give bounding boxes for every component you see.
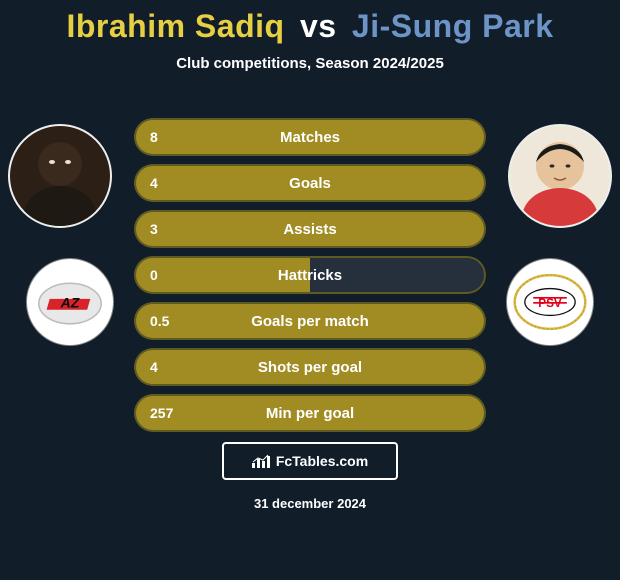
stats-column: 8 Matches 4 Goals 3 Assists 0 Hattricks 0.5 Goals…	[134, 118, 486, 440]
bar-chart-icon	[252, 454, 270, 468]
stat-value-left: 4	[150, 175, 158, 191]
footer-date: 31 december 2024	[254, 496, 366, 511]
title-player1: Ibrahim Sadiq	[66, 8, 284, 44]
stat-value-left: 0.5	[150, 313, 169, 329]
person-icon	[10, 126, 110, 226]
stat-label: Min per goal	[266, 405, 354, 422]
stat-row: 257 Min per goal	[134, 394, 486, 432]
club-logo-psv: PSV	[508, 260, 592, 344]
stat-row: 4 Shots per goal	[134, 348, 486, 386]
stat-label: Goals	[289, 175, 331, 192]
stat-row: 8 Matches	[134, 118, 486, 156]
player1-avatar	[8, 124, 112, 228]
stat-value-left: 0	[150, 267, 158, 283]
stat-row: 0.5 Goals per match	[134, 302, 486, 340]
title-vs: vs	[300, 8, 337, 44]
stat-row: 3 Assists	[134, 210, 486, 248]
footer-brand-badge: FcTables.com	[222, 442, 398, 480]
club-right-text: PSV	[538, 297, 562, 310]
club-left-text: AZ	[60, 294, 80, 310]
stat-label: Assists	[283, 221, 336, 238]
club-logo-az: AZ	[31, 263, 109, 341]
stat-label: Goals per match	[251, 313, 369, 330]
stat-row: 4 Goals	[134, 164, 486, 202]
comparison-card: Ibrahim Sadiq vs Ji-Sung Park Club compe…	[0, 0, 620, 580]
title-player2: Ji-Sung Park	[352, 8, 554, 44]
player2-club-badge: PSV	[506, 258, 594, 346]
subtitle: Club competitions, Season 2024/2025	[0, 55, 620, 72]
stat-row: 0 Hattricks	[134, 256, 486, 294]
player1-club-badge: AZ	[26, 258, 114, 346]
stat-label: Matches	[280, 129, 340, 146]
player2-avatar	[508, 124, 612, 228]
stat-label: Shots per goal	[258, 359, 362, 376]
person-icon	[510, 126, 610, 226]
page-title: Ibrahim Sadiq vs Ji-Sung Park	[0, 8, 620, 45]
stat-value-left: 8	[150, 129, 158, 145]
stat-value-left: 4	[150, 359, 158, 375]
stat-value-left: 257	[150, 405, 173, 421]
stat-value-left: 3	[150, 221, 158, 237]
footer-brand-text: FcTables.com	[276, 453, 368, 469]
stat-label: Hattricks	[278, 267, 342, 284]
